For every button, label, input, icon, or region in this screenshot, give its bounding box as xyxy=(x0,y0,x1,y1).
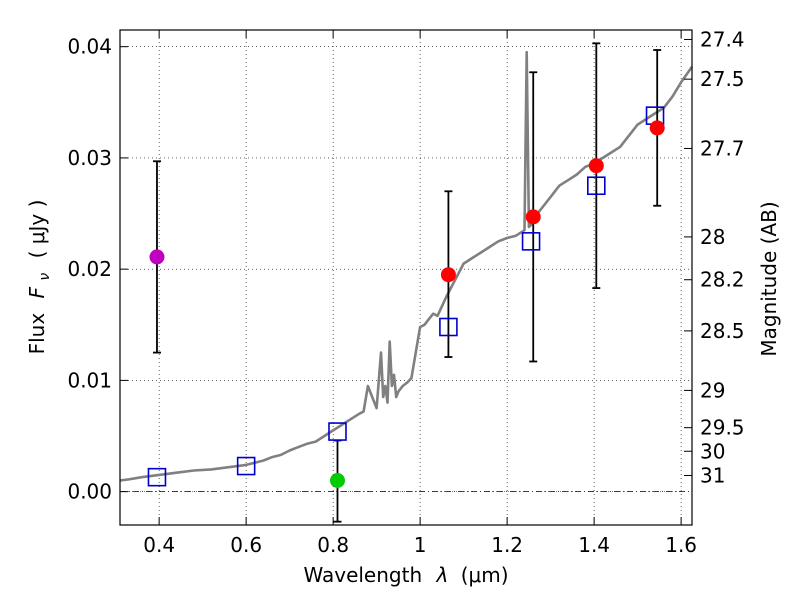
spectrum-line xyxy=(119,50,694,482)
axis-ticks: 0.4 0.6 0.8 1 1.2 1.4 1.6 0.00 0.01 0.02 0.03 0.04 2… xyxy=(67,27,744,557)
model-flux-square-1 xyxy=(236,456,256,476)
x-tick-label-6: 1.6 xyxy=(665,533,697,557)
y2-tick-label-2: 27.7 xyxy=(700,136,745,160)
y-axis-label-text: Flux xyxy=(25,313,49,355)
observed-flux-point-1 xyxy=(329,473,345,489)
y2-tick-label-6: 29 xyxy=(700,378,725,402)
x-axis-label: Wavelength λ (μm) xyxy=(303,563,508,587)
plot-frame xyxy=(119,29,693,526)
model-flux-square-5 xyxy=(587,176,606,196)
x-tick-label-5: 1.4 xyxy=(578,533,610,557)
observed-flux-point-5 xyxy=(649,120,665,136)
observed-flux-point-2 xyxy=(440,267,456,283)
y2-tick-label-4: 28.2 xyxy=(700,268,745,292)
x-tick-label-3: 1 xyxy=(414,533,427,557)
x-tick-label-0: 0.4 xyxy=(143,533,175,557)
x-axis-label-symbol: λ xyxy=(436,563,449,587)
y2-tick-label-1: 27.5 xyxy=(700,67,745,91)
y2-axis-label: Magnitude (AB) xyxy=(757,201,781,356)
observed-flux-point-4 xyxy=(588,158,604,174)
y2-tick-label-7: 29.5 xyxy=(700,416,745,440)
y2-tick-label-9: 31 xyxy=(700,464,725,488)
observed-flux-point-0 xyxy=(149,249,165,265)
y2-tick-label-0: 27.4 xyxy=(700,27,745,51)
model-flux-square-4 xyxy=(521,232,541,251)
y-axis-label-symbol: F xyxy=(25,286,49,298)
y-axis-label-unit: ( μJy ) xyxy=(25,200,49,259)
x-axis-label-unit: (μm) xyxy=(461,563,509,587)
x-axis-label-text: Wavelength xyxy=(303,563,422,587)
y-axis-label-subscript: ν xyxy=(37,273,53,281)
spectrum-layer xyxy=(119,50,694,482)
y-axis-label: Flux F ν ( μJy ) xyxy=(25,200,54,355)
y2-tick-label-8: 30 xyxy=(700,439,725,463)
y-tick-label-2: 0.02 xyxy=(67,257,112,281)
model-flux-square-0 xyxy=(147,467,167,487)
x-tick-label-2: 0.8 xyxy=(317,533,349,557)
x-tick-label-1: 0.6 xyxy=(230,533,262,557)
y2-tick-label-5: 28.5 xyxy=(700,319,745,343)
observed-point-layer xyxy=(149,120,665,489)
y-tick-label-4: 0.04 xyxy=(67,35,112,59)
observed-flux-point-3 xyxy=(525,209,541,225)
y-tick-label-3: 0.03 xyxy=(67,146,112,170)
model-square-layer xyxy=(147,106,665,487)
x-tick-label-4: 1.2 xyxy=(491,533,523,557)
model-flux-square-3 xyxy=(439,317,458,337)
y-tick-label-1: 0.01 xyxy=(67,368,112,392)
model-flux-square-2 xyxy=(328,422,347,441)
y2-tick-label-3: 28 xyxy=(700,225,725,249)
y-tick-label-0: 0.00 xyxy=(67,480,112,504)
